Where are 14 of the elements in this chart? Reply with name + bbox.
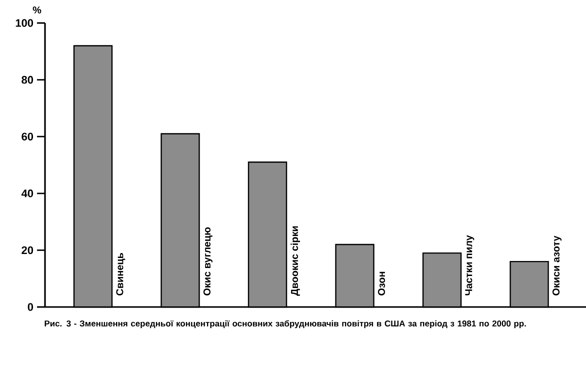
x-tick-label: Окис вуглецю [203,227,212,296]
y-tick-label: 20 [22,246,34,254]
y-tick-label: 40 [21,190,34,198]
y-tick-label: 80 [22,76,34,84]
y-tick-label: 100 [16,19,34,27]
y-axis-title: % [32,6,42,14]
x-tick-label: Двоокис сірки [290,226,300,296]
x-tick-label: Окиси азоту [552,236,562,296]
x-tick-label: Свинець [116,252,126,296]
x-tick-label: Частки пилу [465,235,474,296]
y-tick-label: 0 [28,303,34,311]
x-tick-label: Озон [378,272,386,296]
text: Рис. 3 - Зменшення середньої концентрації основних забруднювачів повітря в США за період з 1981 по 2000 рр. [44,320,526,328]
y-tick-label: 60 [22,132,34,140]
